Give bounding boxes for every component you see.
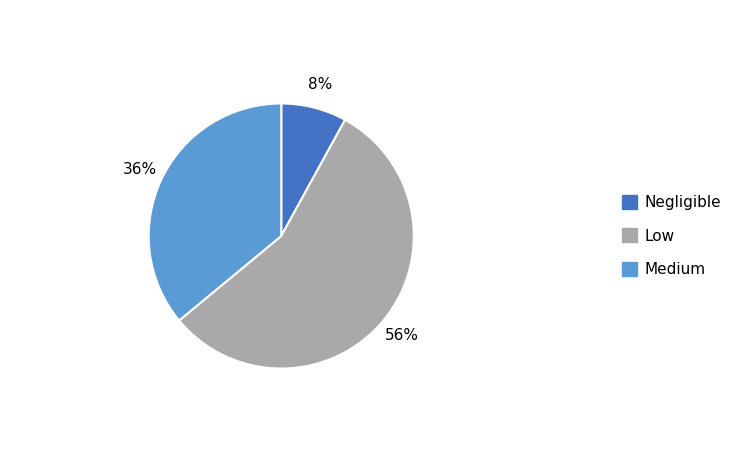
Wedge shape (281, 103, 345, 236)
Wedge shape (148, 103, 281, 320)
Text: 8%: 8% (308, 77, 332, 92)
Text: 36%: 36% (123, 162, 157, 177)
Text: 56%: 56% (385, 328, 418, 343)
Wedge shape (179, 120, 414, 369)
Legend: Negligible, Low, Medium: Negligible, Low, Medium (616, 189, 728, 283)
